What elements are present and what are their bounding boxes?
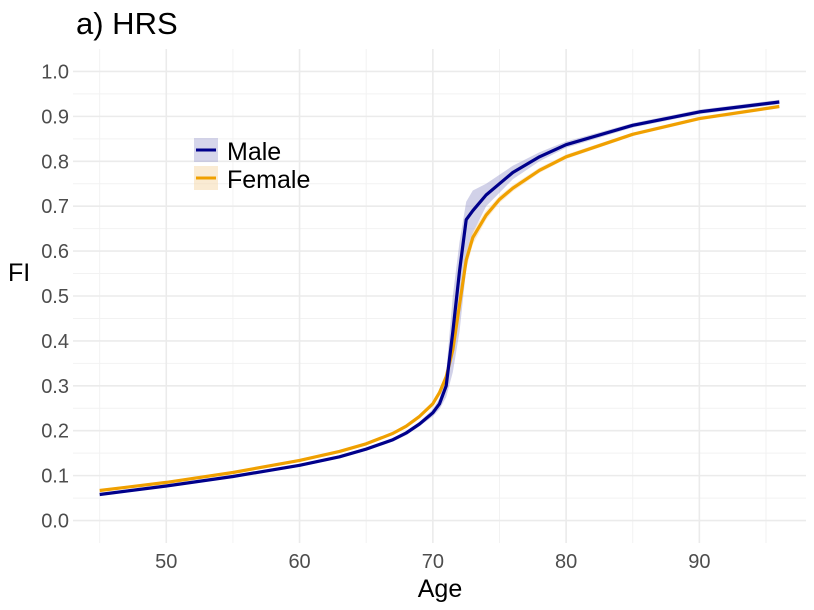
legend: Male Female — [194, 138, 310, 194]
y-tick-label: 0.2 — [41, 421, 69, 443]
y-tick-label: 0.1 — [41, 466, 69, 488]
tick-labels: 0.0 0.1 0.2 0.3 0.4 0.5 0.6 0.7 0.8 0.9 1.0 50 60 70 8… — [41, 61, 710, 573]
x-tick-label: 80 — [555, 551, 577, 573]
band-female — [99, 104, 780, 492]
y-tick-label: 0.4 — [41, 331, 69, 353]
y-tick-label: 0.7 — [41, 196, 69, 218]
y-tick-label: 0.9 — [41, 106, 69, 128]
y-tick-label: 0.6 — [41, 241, 69, 263]
x-tick-label: 70 — [422, 551, 444, 573]
x-tick-label: 50 — [155, 551, 177, 573]
legend-label-male: Male — [227, 138, 281, 166]
series-lines — [99, 100, 780, 497]
y-tick-label: 1.0 — [41, 61, 69, 83]
line-female — [99, 104, 780, 493]
y-tick-label: 0.5 — [41, 286, 69, 308]
chart-title: a) HRS — [76, 6, 178, 41]
x-tick-label: 60 — [288, 551, 310, 573]
legend-label-female: Female — [227, 166, 310, 194]
y-tick-label: 0.8 — [41, 151, 69, 173]
y-axis-title: FI — [8, 259, 30, 287]
x-axis-title: Age — [418, 575, 462, 603]
y-tick-label: 0.0 — [41, 511, 69, 533]
line-male — [99, 100, 780, 497]
y-tick-label: 0.3 — [41, 376, 69, 398]
x-tick-label: 90 — [688, 551, 710, 573]
grid-layer — [73, 49, 806, 543]
